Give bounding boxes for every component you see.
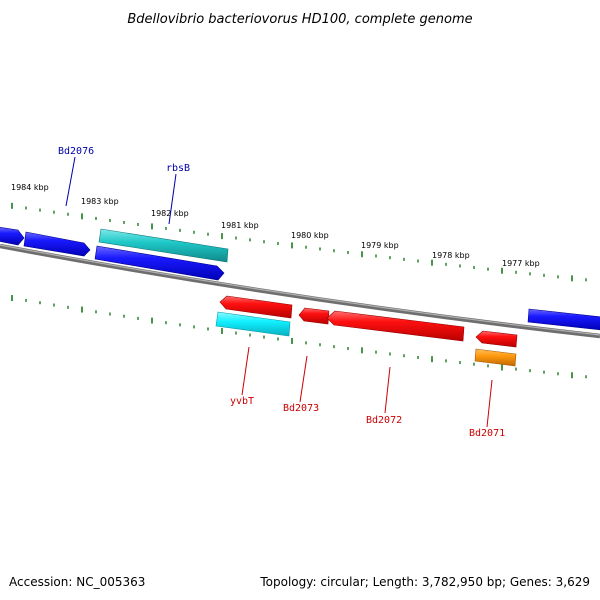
gene-arrow-red[interactable] [219,295,293,319]
gene-label-bd2072[interactable]: Bd2072 [366,415,402,426]
leader-line [486,379,493,428]
kbp-label: 1982 kbp [151,209,189,218]
accession-text: Accession: NC_005363 [9,575,145,589]
genome-backbone-highlight [0,244,600,336]
leader-line [299,355,308,403]
upper-tick-row [11,202,587,282]
gene-bd2071[interactable] [475,330,518,348]
kbp-labels: 1984 kbp 1983 kbp 1982 kbp 1981 kbp 1980… [11,183,540,268]
leader-line [384,366,391,414]
gene-yvbT[interactable] [215,311,291,337]
kbp-label: 1979 kbp [361,241,399,250]
gene-rbsB[interactable] [98,228,229,263]
gene-arrow-blue[interactable] [0,226,25,246]
kbp-label: 1983 kbp [81,197,119,206]
kbp-label: 1981 kbp [221,221,259,230]
leader-line [168,173,177,225]
gene-arrow-blue[interactable] [23,231,91,257]
gene-arrow-blue[interactable] [527,308,600,331]
gene-label-bd2076[interactable]: Bd2076 [58,146,94,157]
gene-bd2073[interactable] [298,307,330,325]
gene-label-bd2071[interactable]: Bd2071 [469,428,505,439]
gene-bd2072[interactable] [326,310,465,342]
genome-summary-text: Topology: circular; Length: 3,782,950 bp… [259,575,590,589]
gene-label-rbsB[interactable]: rbsB [166,163,190,174]
gene-arrow-orange[interactable] [474,348,517,367]
kbp-label: 1984 kbp [11,183,49,192]
leader-line [65,156,76,207]
gene-arrow-blue[interactable] [94,245,225,281]
kbp-label: 1978 kbp [432,251,470,260]
map-title: Bdellovibrio bacteriovorus HD100, comple… [127,12,472,27]
kbp-label: 1980 kbp [291,231,329,240]
gene-label-bd2073[interactable]: Bd2073 [283,403,319,414]
lower-tick-row [11,295,587,379]
genome-backbone [0,243,600,339]
kbp-label: 1977 kbp [502,259,540,268]
leader-line [241,346,250,396]
gene-label-yvbT[interactable]: yvbT [230,396,254,407]
